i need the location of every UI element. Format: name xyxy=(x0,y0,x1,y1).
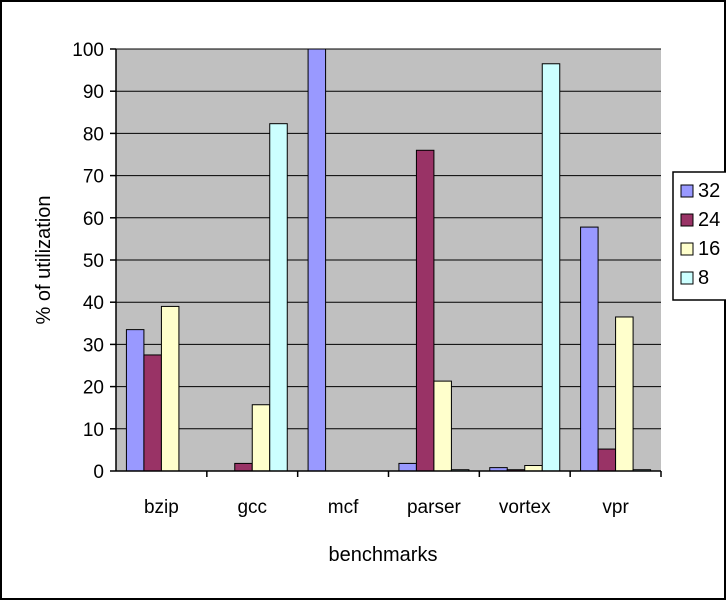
legend-label: 16 xyxy=(698,238,720,260)
y-tick-label: 100 xyxy=(72,40,104,61)
x-tick-label: bzip xyxy=(144,497,179,518)
y-tick-label: 50 xyxy=(83,251,104,272)
bar-vortex-8 xyxy=(541,63,561,472)
y-tick-label: 40 xyxy=(83,293,104,314)
bar-parser-16 xyxy=(433,380,452,472)
bar-parser-24 xyxy=(415,149,435,472)
bar-vpr-32 xyxy=(580,226,599,472)
y-axis-title: % of utilization xyxy=(33,196,55,325)
legend-label: 8 xyxy=(698,267,709,289)
bars xyxy=(125,48,652,472)
y-tick-label: 60 xyxy=(83,209,104,230)
bar-bzip-32 xyxy=(125,329,145,472)
bar-mcf-32 xyxy=(307,48,327,472)
y-tick-label: 90 xyxy=(83,82,104,103)
y-tick-label: 80 xyxy=(83,124,104,145)
bar-vortex-16 xyxy=(524,465,543,472)
x-tick-label: mcf xyxy=(328,497,359,518)
x-tick-label: vortex xyxy=(499,497,551,518)
y-tick-label: 30 xyxy=(83,335,104,356)
legend-label: 32 xyxy=(698,180,720,202)
bar-vpr-16 xyxy=(615,316,634,472)
legend-swatch xyxy=(680,213,694,227)
y-tick-label: 70 xyxy=(83,167,104,188)
legend: 32 24 16 8 xyxy=(672,171,726,301)
x-tick-label: gcc xyxy=(237,497,267,518)
legend-swatch xyxy=(680,242,694,256)
legend-swatch xyxy=(680,271,694,285)
y-tick-label: 20 xyxy=(83,378,104,399)
y-tick-label: 10 xyxy=(83,420,104,441)
bar-vpr-24 xyxy=(597,448,617,472)
x-tick-label: parser xyxy=(407,497,462,518)
bar-bzip-16 xyxy=(160,305,180,472)
x-tick-label: vpr xyxy=(602,497,629,518)
gridlines xyxy=(116,48,661,430)
bar-gcc-24 xyxy=(234,462,253,472)
y-tick-label: 0 xyxy=(93,462,104,483)
bar-parser-32 xyxy=(398,462,417,472)
bar-gcc-8 xyxy=(269,123,288,472)
bar-bzip-24 xyxy=(143,354,162,472)
axes: 0 10 20 30 40 50 60 70 80 90 100 bzip gcc mcf parser vo… xyxy=(72,40,662,518)
x-axis-title: benchmarks xyxy=(329,544,438,566)
legend-label: 24 xyxy=(698,209,720,231)
bar-gcc-16 xyxy=(251,404,271,472)
legend-swatch xyxy=(680,184,694,198)
